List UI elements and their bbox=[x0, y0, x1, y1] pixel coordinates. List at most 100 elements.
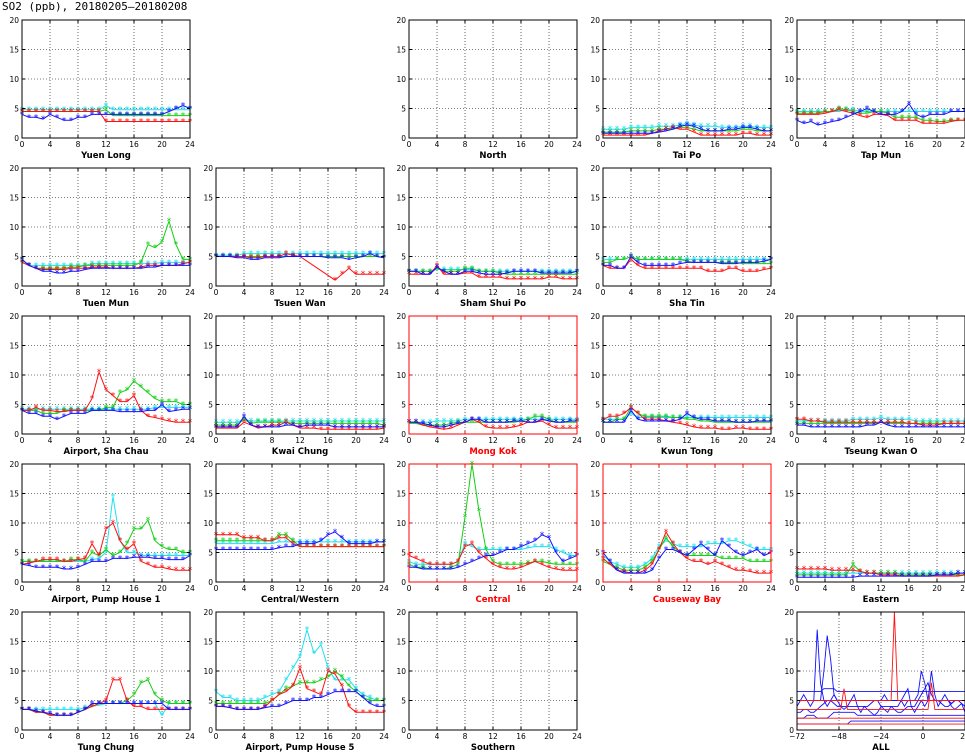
data-point: * bbox=[69, 267, 74, 277]
data-point: * bbox=[48, 107, 53, 117]
data-point: * bbox=[104, 261, 109, 271]
y-tick-label: 10 bbox=[203, 667, 213, 676]
data-point: * bbox=[104, 264, 109, 274]
y-tick-label: 10 bbox=[203, 519, 213, 528]
data-point: * bbox=[132, 702, 137, 712]
y-tick-label: 0 bbox=[208, 430, 213, 439]
data-point: * bbox=[326, 667, 331, 677]
data-point: * bbox=[263, 250, 268, 260]
data-point: * bbox=[249, 534, 254, 544]
data-point: * bbox=[62, 557, 67, 567]
data-point: * bbox=[484, 546, 489, 556]
data-point: * bbox=[375, 543, 380, 553]
data-point: * bbox=[361, 708, 366, 718]
data-point: * bbox=[921, 107, 926, 117]
data-point: * bbox=[221, 421, 226, 431]
data-point: * bbox=[643, 255, 648, 265]
data-point: * bbox=[872, 418, 877, 428]
data-point: * bbox=[312, 649, 317, 659]
y-tick-label: 15 bbox=[203, 490, 213, 499]
x-tick-label: 20 bbox=[738, 140, 748, 149]
data-point: * bbox=[41, 261, 46, 271]
data-point: * bbox=[340, 682, 345, 692]
data-point: * bbox=[319, 694, 324, 704]
y-tick-label: 15 bbox=[590, 46, 600, 55]
data-point: * bbox=[442, 560, 447, 570]
data-point: * bbox=[34, 409, 39, 419]
data-point: * bbox=[533, 267, 538, 277]
data-point: * bbox=[470, 267, 475, 277]
data-point: * bbox=[505, 270, 510, 280]
data-point: * bbox=[375, 708, 380, 718]
data-point: * bbox=[347, 682, 352, 692]
x-tick-label: 4 bbox=[435, 140, 440, 149]
data-point: * bbox=[470, 418, 475, 428]
data-point: * bbox=[298, 664, 303, 674]
data-point: * bbox=[636, 563, 641, 573]
data-point: * bbox=[48, 556, 53, 566]
data-point: * bbox=[153, 106, 158, 116]
x-tick-label: 0 bbox=[20, 288, 25, 297]
data-point: * bbox=[111, 117, 116, 127]
data-point: * bbox=[608, 131, 613, 141]
x-tick-label: 20 bbox=[544, 288, 554, 297]
data-point: * bbox=[505, 269, 510, 279]
y-tick-label: 5 bbox=[789, 549, 794, 558]
x-tick-label: 8 bbox=[657, 436, 662, 445]
data-point: * bbox=[657, 264, 662, 274]
x-tick-label: 12 bbox=[488, 436, 498, 445]
data-point: * bbox=[76, 708, 81, 718]
data-point: * bbox=[354, 688, 359, 698]
y-tick-label: 15 bbox=[396, 194, 406, 203]
data-point: * bbox=[146, 106, 151, 116]
data-point: * bbox=[463, 418, 468, 428]
data-point: * bbox=[872, 569, 877, 579]
data-point: * bbox=[526, 544, 531, 554]
x-tick-label: 8 bbox=[76, 140, 81, 149]
data-point: * bbox=[428, 423, 433, 433]
data-point: * bbox=[277, 250, 282, 260]
data-point: * bbox=[734, 264, 739, 274]
data-point: * bbox=[956, 419, 961, 429]
data-point: * bbox=[741, 123, 746, 133]
data-point: * bbox=[699, 255, 704, 265]
data-point: * bbox=[76, 556, 81, 566]
data-point: * bbox=[956, 419, 961, 429]
data-point: * bbox=[734, 260, 739, 270]
data-point: * bbox=[414, 563, 419, 573]
data-point: * bbox=[449, 267, 454, 277]
data-point: * bbox=[678, 419, 683, 429]
data-point: * bbox=[270, 418, 275, 428]
data-point: * bbox=[942, 107, 947, 117]
data-point: * bbox=[956, 107, 961, 117]
y-tick-label: 0 bbox=[14, 282, 19, 291]
y-tick-label: 20 bbox=[9, 460, 19, 469]
data-point: * bbox=[421, 270, 426, 280]
data-point: * bbox=[354, 543, 359, 553]
data-point: * bbox=[720, 127, 725, 137]
data-point: * bbox=[823, 109, 828, 119]
data-point: * bbox=[167, 117, 172, 127]
data-point: * bbox=[865, 419, 870, 429]
data-point: * bbox=[442, 560, 447, 570]
data-point: * bbox=[491, 418, 496, 428]
data-point: * bbox=[132, 110, 137, 120]
data-point: * bbox=[636, 415, 641, 425]
data-point: * bbox=[706, 258, 711, 268]
data-point: * bbox=[540, 557, 545, 567]
data-point: * bbox=[181, 260, 186, 270]
data-point: * bbox=[470, 265, 475, 275]
data-point: * bbox=[762, 418, 767, 428]
data-point: * bbox=[284, 418, 289, 428]
data-point: * bbox=[97, 368, 102, 378]
data-point: * bbox=[865, 107, 870, 117]
data-point: * bbox=[111, 260, 116, 270]
data-point: * bbox=[692, 125, 697, 135]
data-point: * bbox=[277, 531, 282, 541]
data-point: * bbox=[463, 265, 468, 275]
data-point: * bbox=[706, 540, 711, 550]
x-tick-label: 4 bbox=[823, 140, 828, 149]
data-point: * bbox=[851, 569, 856, 579]
data-point: * bbox=[146, 389, 151, 399]
data-point: * bbox=[699, 264, 704, 274]
